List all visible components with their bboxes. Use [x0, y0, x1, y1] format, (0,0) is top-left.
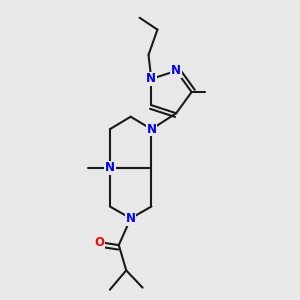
- Text: N: N: [146, 123, 157, 136]
- Text: N: N: [126, 212, 136, 225]
- Text: O: O: [94, 236, 104, 249]
- Text: N: N: [105, 161, 115, 174]
- Text: N: N: [146, 72, 156, 86]
- Text: N: N: [171, 64, 181, 77]
